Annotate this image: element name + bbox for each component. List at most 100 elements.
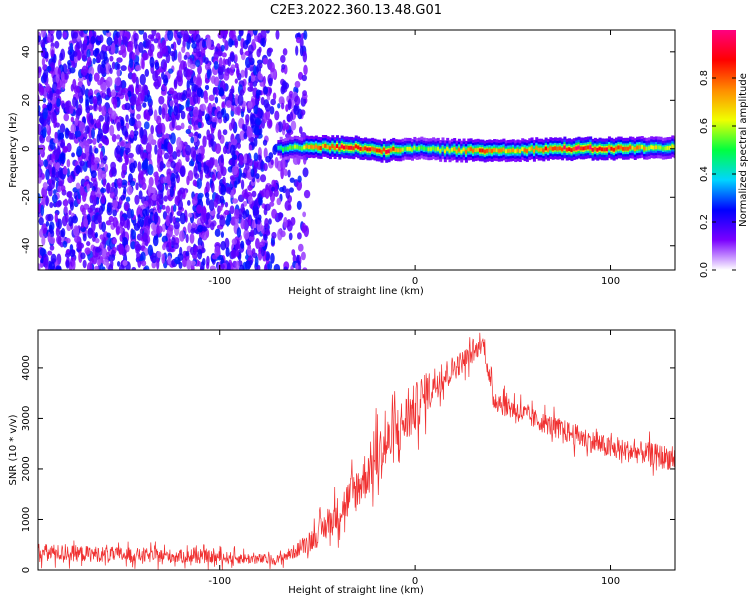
heatmap-cell (72, 96, 77, 107)
heatmap-cell (48, 178, 52, 185)
heatmap-cell (392, 146, 396, 151)
heatmap-cell (72, 78, 77, 90)
heatmap-cell (263, 86, 269, 95)
heatmap-cell (90, 36, 96, 45)
heatmap-cell (518, 149, 522, 153)
heatmap-cell (243, 192, 249, 200)
heatmap-cell (425, 146, 429, 151)
heatmap-cell (195, 33, 201, 44)
heatmap-cell (187, 58, 191, 68)
heatmap-cell (267, 47, 274, 53)
heatmap-cell (74, 117, 79, 126)
heatmap-cell (38, 105, 41, 113)
heatmap-cell (222, 145, 228, 155)
heatmap-cell (530, 146, 534, 151)
heatmap-cell (214, 143, 222, 155)
heatmap-cell (38, 193, 41, 205)
heatmap-cell (95, 118, 101, 129)
heatmap-cell (214, 159, 218, 168)
heatmap-cell (544, 146, 548, 151)
heatmap-cell (205, 192, 210, 199)
heatmap-cell (178, 261, 183, 269)
heatmap-cell (221, 52, 227, 58)
heatmap-cell (101, 247, 108, 260)
heatmap-cell (119, 216, 125, 227)
heatmap-cell (193, 125, 197, 131)
heatmap-cell (125, 122, 130, 130)
heatmap-cell (53, 138, 59, 144)
colorbar-tick-label: 0.2 (699, 214, 710, 230)
heatmap-cell (114, 85, 120, 92)
heatmap-cell (259, 241, 266, 247)
heatmap-cell (112, 209, 117, 217)
heatmap-cell (118, 243, 125, 255)
heatmap-cell (40, 39, 45, 49)
heatmap-cell (169, 100, 174, 107)
heatmap-cell (88, 73, 93, 82)
heatmap-cell (124, 203, 129, 211)
heatmap-cell (52, 189, 57, 195)
heatmap-cell (235, 260, 240, 270)
heatmap-cell (214, 96, 219, 104)
heatmap-cell (200, 212, 207, 224)
heatmap-cell (264, 217, 269, 229)
heatmap-cell (427, 147, 431, 152)
spectrogram-ticks: -100 0 100 -40 -20 0 20 40 (21, 30, 675, 287)
heatmap-cell (230, 30, 236, 38)
heatmap-cell (469, 147, 473, 152)
heatmap-cell (283, 266, 289, 270)
heatmap-cell (241, 172, 247, 178)
heatmap-cell (205, 212, 210, 220)
heatmap-cell (171, 117, 175, 129)
heatmap-cell (260, 96, 265, 106)
heatmap-cell (190, 136, 195, 144)
heatmap-cell (104, 163, 109, 173)
heatmap-cell (147, 163, 154, 176)
heatmap-cell (218, 205, 223, 212)
heatmap-cell (185, 87, 192, 98)
heatmap-cell (199, 103, 207, 112)
heatmap-cell (213, 60, 219, 70)
heatmap-cell (182, 90, 188, 97)
heatmap-cell (138, 170, 144, 180)
x-tick-label: -100 (208, 276, 231, 287)
heatmap-cell (179, 104, 185, 111)
heatmap-cell (328, 146, 332, 151)
heatmap-cell (47, 33, 52, 42)
heatmap-cell (122, 36, 128, 45)
heatmap-cell (474, 148, 478, 153)
heatmap-cell (81, 84, 86, 96)
heatmap-cell (83, 36, 88, 44)
heatmap-cell (154, 174, 159, 183)
heatmap-cell (96, 94, 103, 107)
heatmap-cell (359, 146, 363, 151)
heatmap-cell (94, 147, 99, 154)
heatmap-cell (277, 211, 283, 221)
heatmap-cell (129, 129, 135, 139)
heatmap-cell (95, 247, 102, 253)
heatmap-cell (303, 189, 311, 199)
heatmap-cell (321, 143, 325, 148)
heatmap-cell (97, 35, 102, 42)
heatmap-cell (295, 36, 301, 44)
heatmap-cell (236, 227, 242, 238)
heatmap-cell (294, 95, 301, 107)
heatmap-cell (296, 144, 300, 149)
heatmap-cell (60, 132, 64, 140)
heatmap-cell (104, 138, 109, 146)
heatmap-cell (153, 109, 158, 122)
heatmap-cell (251, 190, 257, 198)
heatmap-cell (302, 267, 308, 270)
heatmap-cell (43, 69, 49, 79)
heatmap-cell (141, 260, 147, 267)
heatmap-cell (296, 200, 302, 210)
heatmap-cell (279, 186, 285, 192)
x-tick-label: 100 (601, 576, 620, 587)
heatmap-cell (49, 90, 53, 101)
heatmap-cell (46, 65, 52, 72)
heatmap-cell (144, 68, 150, 77)
heatmap-cell (175, 125, 182, 131)
heatmap-cell (589, 145, 593, 150)
heatmap-cell (222, 30, 228, 38)
